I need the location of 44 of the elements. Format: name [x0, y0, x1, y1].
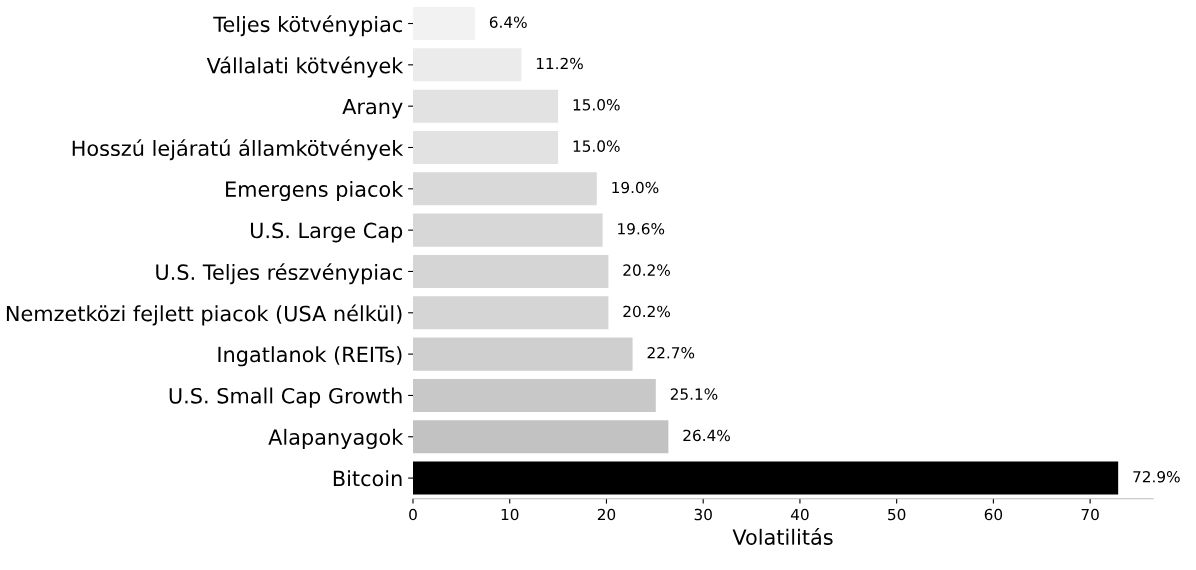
bar: [413, 213, 603, 247]
x-tick-label: 30: [694, 508, 712, 521]
x-tick-label: 0: [409, 508, 417, 521]
data-label: 11.2%: [536, 57, 583, 70]
bar: [413, 172, 597, 206]
bar: [413, 6, 475, 41]
data-label: 20.2%: [623, 305, 670, 318]
y-tick-label: U.S. Large Cap: [250, 222, 403, 243]
y-tick-label: U.S. Teljes részvénypiac: [156, 263, 402, 285]
bar: [413, 420, 669, 454]
data-label: 26.4%: [683, 429, 730, 442]
y-tick-label: Ingatlanok (REITs): [218, 346, 402, 367]
y-tick-label: Vállalati kötvények: [206, 56, 404, 78]
y-tick-label: Nemzetközi fejlett piacok (USA nélkül): [6, 304, 402, 326]
x-tick-label: 50: [888, 508, 906, 521]
x-tick-label: 60: [984, 508, 1003, 521]
data-label: 15.0%: [573, 99, 620, 111]
bar: [413, 130, 559, 165]
y-tick-label: Alapanyagok: [268, 428, 404, 450]
data-label: 6.4%: [489, 16, 527, 28]
x-tick-label: 70: [1081, 508, 1099, 521]
x-tick-label: 10: [501, 508, 519, 521]
data-label: 15.0%: [573, 140, 620, 152]
y-tick-label: Arany: [342, 98, 403, 119]
data-label: 25.1%: [670, 388, 718, 400]
data-label: 72.9%: [1133, 470, 1180, 483]
y-tick-label: Bitcoin: [333, 470, 402, 487]
data-label: 19.0%: [612, 181, 659, 194]
bar: [413, 337, 633, 371]
x-tick-label: 20: [597, 508, 616, 521]
y-tick-label: U.S. Small Cap Growth: [169, 387, 402, 408]
y-tick-label: Teljes kötvénypiac: [213, 15, 402, 37]
y-tick-label: Emergens piacok: [226, 180, 404, 202]
bar: [413, 296, 609, 330]
bar: [413, 378, 656, 412]
data-label: 20.2%: [623, 264, 670, 276]
bar: [413, 254, 609, 288]
y-tick-label: Hosszú lejáratú államkötvények: [72, 139, 404, 161]
data-label: 22.7%: [647, 346, 695, 359]
data-label: 19.6%: [618, 223, 665, 235]
bar: [413, 89, 559, 123]
bar: [413, 48, 522, 82]
x-axis-title: Volatilitás: [732, 527, 833, 545]
x-tick-label: 40: [790, 508, 809, 521]
